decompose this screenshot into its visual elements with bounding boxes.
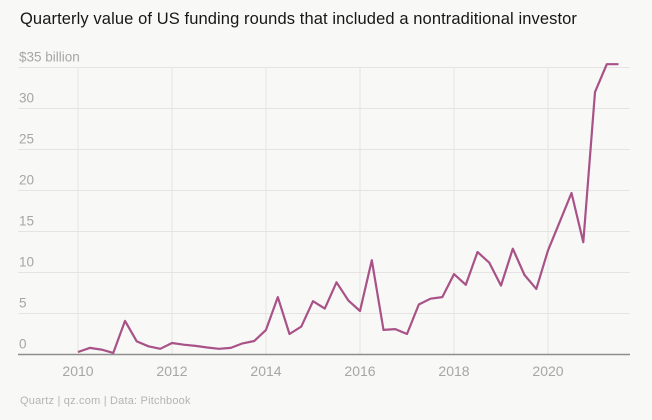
x-axis-tick-label: 2018 bbox=[438, 363, 469, 379]
x-axis-tick-label: 2012 bbox=[156, 363, 187, 379]
x-axis-tick-label: 2014 bbox=[250, 363, 281, 379]
y-axis-tick-label: 0 bbox=[19, 337, 27, 352]
y-axis-tick-label: 20 bbox=[19, 173, 34, 188]
data-line-series bbox=[77, 63, 619, 354]
y-axis-tick-label: 15 bbox=[19, 214, 34, 229]
source-attribution: Quartz | qz.com | Data: Pitchbook bbox=[20, 395, 191, 407]
x-axis-tick-label: 2016 bbox=[344, 363, 375, 379]
x-axis-tick-label: 2020 bbox=[532, 363, 563, 379]
y-axis-tick-label: $35 billion bbox=[19, 50, 80, 65]
y-axis-tick-label: 25 bbox=[19, 132, 34, 147]
y-axis-tick-label: 10 bbox=[19, 255, 34, 270]
x-axis-tick-label: 2010 bbox=[62, 363, 93, 379]
y-axis-tick-label: 30 bbox=[19, 91, 34, 106]
y-axis-tick-label: 5 bbox=[19, 296, 27, 311]
chart-title: Quarterly value of US funding rounds tha… bbox=[20, 10, 578, 28]
